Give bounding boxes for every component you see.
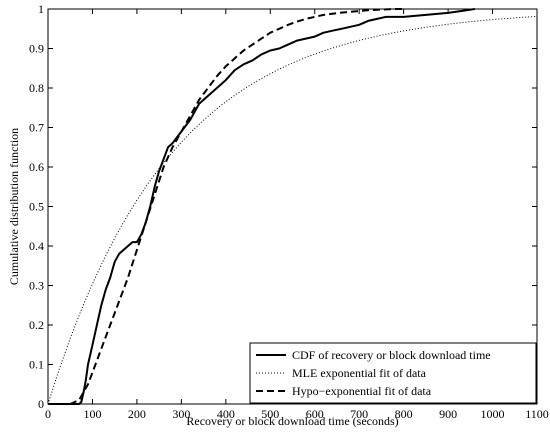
y-tick-label: 0.7 — [29, 121, 44, 135]
y-tick-label: 0.5 — [29, 200, 44, 214]
legend-label-1: CDF of recovery or block download time — [292, 348, 491, 362]
y-tick-label: 1 — [38, 2, 44, 16]
legend-label-2: MLE exponential fit of data — [292, 366, 427, 380]
x-tick-label: 100 — [83, 407, 101, 421]
x-tick-label: 1000 — [481, 407, 505, 421]
series-line-3 — [48, 8, 404, 405]
x-tick-label: 900 — [439, 407, 457, 421]
x-tick-label: 500 — [261, 407, 279, 421]
x-tick-label: 0 — [45, 407, 51, 421]
x-tick-label: 300 — [172, 407, 190, 421]
y-tick-label: 0.9 — [29, 42, 44, 56]
x-tick-label: 1100 — [525, 407, 549, 421]
y-tick-label: 0.1 — [29, 358, 44, 372]
x-axis-label: Recovery or block download time (seconds… — [186, 414, 398, 428]
curves-layer — [47, 8, 538, 405]
x-tick-label: 400 — [217, 407, 235, 421]
y-tick-label: 0.8 — [29, 81, 44, 95]
y-tick-label: 0.3 — [29, 279, 44, 293]
x-tick-label: 800 — [395, 407, 413, 421]
y-tick-label: 0.4 — [29, 239, 44, 253]
x-tick-label: 600 — [306, 407, 324, 421]
legend-label-3: Hypo−exponential fit of data — [292, 384, 432, 398]
x-tick-label: 200 — [128, 407, 146, 421]
y-tick-label: 0.6 — [29, 160, 44, 174]
plot-area — [48, 9, 537, 404]
y-tick-label: 0 — [38, 397, 44, 411]
legend-box — [249, 342, 537, 404]
series-line-1 — [48, 8, 475, 405]
x-tick-label: 700 — [350, 407, 368, 421]
legend: CDF of recovery or block download time ML… — [249, 342, 537, 404]
y-tick-label: 0.2 — [29, 318, 44, 332]
y-axis-label: Cumulative distribution function — [7, 128, 21, 285]
ticks-layer: 0 100 200 300 400 500 600 700 800 900 1000 1100 0 0.1… — [29, 2, 549, 421]
